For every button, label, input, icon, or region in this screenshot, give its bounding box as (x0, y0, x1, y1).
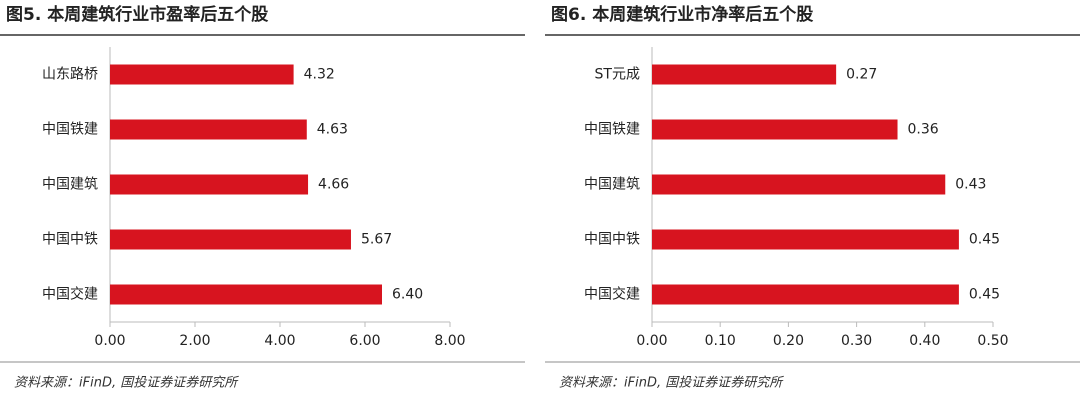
y-tick-label: 中国铁建 (42, 122, 98, 138)
chart-title: 图6. 本周建筑行业市净率后五个股 (551, 4, 813, 25)
data-label: 0.36 (908, 122, 939, 138)
bar (652, 174, 946, 195)
bar (110, 119, 307, 140)
data-label: 0.27 (846, 67, 877, 83)
x-tick-label: 6.00 (349, 333, 380, 349)
bar (652, 229, 959, 250)
x-tick-label: 4.00 (264, 333, 295, 349)
y-tick-label: 中国交建 (42, 286, 98, 303)
x-tick-label: 8.00 (434, 333, 465, 349)
data-label: 0.45 (969, 287, 1000, 303)
data-label: 4.63 (317, 122, 348, 138)
y-tick-label: 中国中铁 (42, 232, 98, 248)
x-tick-label: 0.00 (94, 333, 125, 349)
chart-title: 图5. 本周建筑行业市盈率后五个股 (6, 4, 268, 25)
y-tick-label: 中国建筑 (584, 177, 640, 193)
y-tick-label: 中国建筑 (42, 177, 98, 193)
bar (110, 284, 382, 305)
data-label: 4.66 (318, 177, 349, 193)
data-label: 0.43 (955, 177, 986, 193)
source-note: 资料来源：iFinD, 国投证券证券研究所 (559, 375, 784, 391)
y-tick-label: 中国中铁 (584, 232, 640, 248)
bar (652, 64, 837, 85)
y-tick-label: 山东路桥 (42, 67, 98, 83)
bar (110, 174, 309, 195)
x-tick-label: 0.40 (909, 333, 940, 349)
data-label: 4.32 (304, 67, 335, 83)
data-label: 6.40 (392, 287, 423, 303)
bar (652, 284, 959, 305)
x-tick-label: 0.10 (705, 333, 736, 349)
x-tick-label: 2.00 (179, 333, 210, 349)
bar (652, 119, 898, 140)
x-tick-label: 0.00 (636, 333, 667, 349)
y-tick-label: ST元成 (595, 67, 640, 83)
data-label: 0.45 (969, 232, 1000, 248)
y-tick-label: 中国铁建 (584, 122, 640, 138)
bar (110, 229, 351, 250)
source-note: 资料来源：iFinD, 国投证券证券研究所 (14, 375, 239, 391)
data-label: 5.67 (361, 232, 392, 248)
y-tick-label: 中国交建 (584, 286, 640, 303)
x-tick-label: 0.20 (773, 333, 804, 349)
x-tick-label: 0.30 (841, 333, 872, 349)
bar (110, 64, 294, 85)
x-tick-label: 0.50 (977, 333, 1008, 349)
